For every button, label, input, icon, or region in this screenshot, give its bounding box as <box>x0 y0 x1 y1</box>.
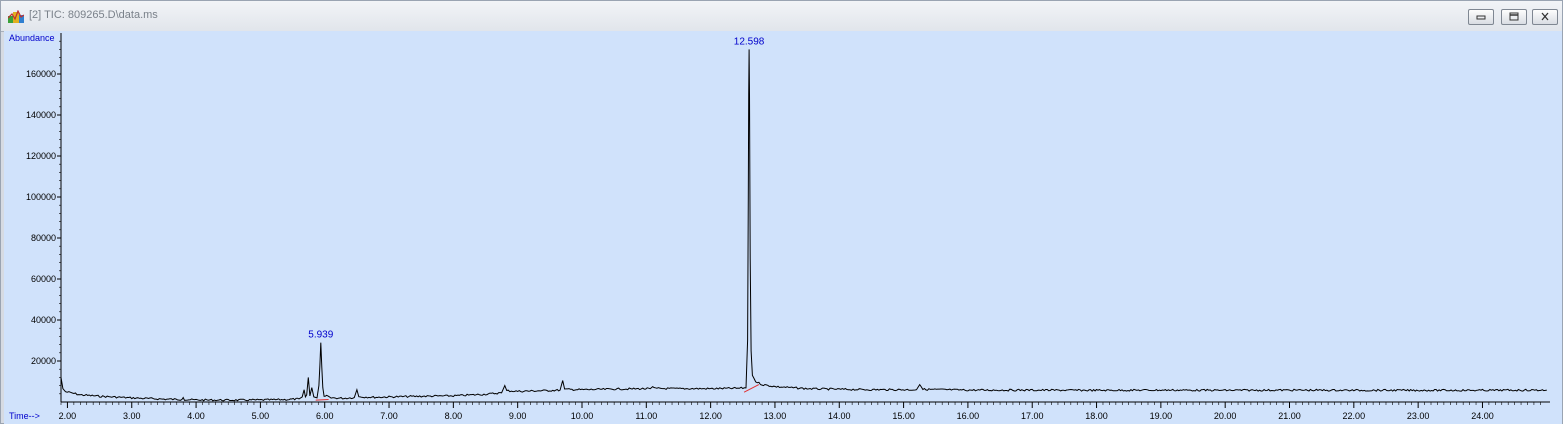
tick-labels: 2.00 3.00 4.00 5.00 6.00 7.00 8.00 9.00 10.00 11.… <box>26 69 1494 421</box>
x-tick-label: 19.00 <box>1150 411 1173 421</box>
y-tick-label: 160000 <box>26 69 56 79</box>
x-tick-label: 24.00 <box>1471 411 1494 421</box>
chromatogram-app-icon <box>8 10 24 23</box>
x-tick-label: 13.00 <box>764 411 787 421</box>
restore-icon <box>1509 12 1519 21</box>
x-tick-label: 3.00 <box>123 411 141 421</box>
x-tick-label: 9.00 <box>509 411 527 421</box>
x-tick-label: 18.00 <box>1085 411 1108 421</box>
y-tick-label: 20000 <box>31 356 56 366</box>
x-tick-label: 10.00 <box>571 411 594 421</box>
x-tick-label: 15.00 <box>892 411 915 421</box>
x-tick-label: 8.00 <box>445 411 463 421</box>
x-axis-label: Time--> <box>9 411 40 421</box>
window-title: [2] TIC: 809265.D\data.ms <box>29 9 158 21</box>
integration-baselines <box>315 384 760 401</box>
y-axis-label: Abundance <box>9 33 55 43</box>
peak-baseline <box>743 384 760 393</box>
peak-baseline <box>315 399 329 401</box>
close-icon <box>1541 12 1549 21</box>
x-tick-label: 22.00 <box>1343 411 1366 421</box>
x-tick-label: 17.00 <box>1021 411 1044 421</box>
x-tick-label: 6.00 <box>316 411 334 421</box>
plot-axes <box>60 33 1550 403</box>
x-tick-label: 23.00 <box>1407 411 1430 421</box>
x-tick-label: 20.00 <box>1214 411 1237 421</box>
y-tick-label: 60000 <box>31 274 56 284</box>
close-button[interactable] <box>1532 9 1558 25</box>
x-tick-label: 14.00 <box>828 411 851 421</box>
peak-label: 5.939 <box>308 330 333 341</box>
chromatogram-plot[interactable]: 2.00 3.00 4.00 5.00 6.00 7.00 8.00 9.00 10.00 11.… <box>4 31 1562 424</box>
plot-background <box>4 31 1562 424</box>
y-tick-label: 120000 <box>26 151 56 161</box>
x-tick-label: 7.00 <box>380 411 398 421</box>
y-tick-label: 100000 <box>26 192 56 202</box>
y-tick-label: 40000 <box>31 315 56 325</box>
x-tick-label: 5.00 <box>252 411 270 421</box>
tic-trace <box>60 49 1547 402</box>
peak-annotations: 12.598 5.939 <box>308 36 765 340</box>
y-tick-label: 80000 <box>31 233 56 243</box>
x-tick-label: 11.00 <box>635 411 657 421</box>
minimize-icon <box>1476 15 1486 20</box>
x-tick-label: 16.00 <box>957 411 980 421</box>
title-bar[interactable]: [2] TIC: 809265.D\data.ms <box>1 1 1562 32</box>
x-tick-label: 2.00 <box>59 411 77 421</box>
y-tick-label: 140000 <box>26 110 56 120</box>
minimize-button[interactable] <box>1468 9 1494 25</box>
x-tick-label: 12.00 <box>699 411 722 421</box>
peak-label: 12.598 <box>734 36 765 47</box>
x-tick-label: 4.00 <box>187 411 205 421</box>
x-tick-label: 21.00 <box>1278 411 1301 421</box>
tick-marks <box>57 40 1541 408</box>
restore-button[interactable] <box>1501 9 1527 25</box>
